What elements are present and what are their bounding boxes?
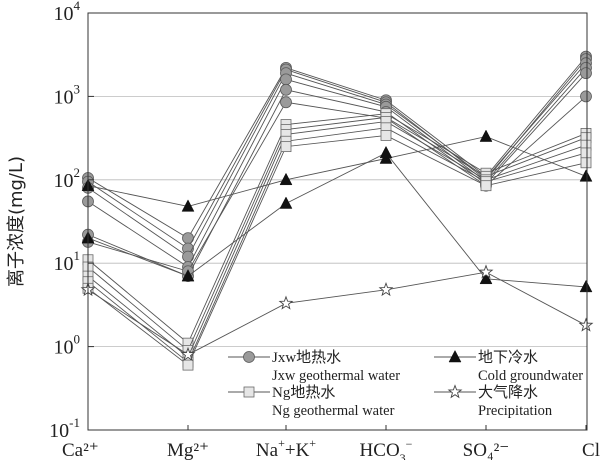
data-point-circle <box>280 73 292 86</box>
legend-label-cn: 大气降水 <box>478 384 538 401</box>
series-cold <box>81 145 593 293</box>
series-line <box>87 72 587 277</box>
data-point-star <box>378 281 394 297</box>
data-point-triangle <box>479 271 493 285</box>
data-point-circle <box>280 96 292 109</box>
data-point-square <box>243 386 255 398</box>
x-tick-label: Mg²⁺ <box>167 440 209 460</box>
series-precip <box>80 264 594 361</box>
data-point-square <box>580 147 592 159</box>
data-point-triangle <box>279 172 293 186</box>
legend-item-precip: 大气降水 Precipitation <box>434 384 553 419</box>
legend-label-en: Ng geothermal water <box>272 403 395 419</box>
series-cold <box>81 129 593 212</box>
x-tick-label: SO₄²⁻ <box>463 440 510 460</box>
x-tick-label: Ca²⁺ <box>62 440 99 460</box>
plot-frame <box>87 12 588 431</box>
series-line <box>87 152 587 288</box>
data-point-star <box>447 384 463 399</box>
legend-label-en: Cold groundwater <box>478 368 583 384</box>
data-point-circle <box>580 67 592 80</box>
data-point-star <box>478 264 494 279</box>
y-tick-label: 103 <box>54 81 81 108</box>
y-tick-label: 102 <box>54 165 81 192</box>
y-tick-label: 100 <box>54 332 81 359</box>
data-point-triangle <box>379 145 393 159</box>
legend-item-cold: 地下冷水 Cold groundwater <box>434 349 583 384</box>
series-jxw <box>82 67 592 283</box>
data-point-triangle <box>181 199 195 212</box>
legend-label-cn: Jxw地热水 <box>272 349 341 366</box>
legend-item-ng: Ng地热水 Ng geothermal water <box>228 384 395 419</box>
legend-label-cn: Ng地热水 <box>272 384 335 401</box>
series-line <box>87 116 587 352</box>
series-jxw <box>82 53 592 255</box>
data-point-square <box>480 180 492 192</box>
series-layer <box>80 50 594 371</box>
data-point-star <box>180 346 196 361</box>
legend-label-en: Jxw geothermal water <box>272 368 400 384</box>
data-point-circle <box>580 90 592 103</box>
y-tick-label: 10-1 <box>49 415 80 442</box>
series-line <box>87 96 587 272</box>
series-line <box>87 67 587 268</box>
axes: 10-1 100 101 102 103 104 Ca²⁺ Mg²⁺ Na++K+ HCO3− SO… <box>49 0 600 460</box>
x-tick-label: Cl <box>582 440 600 460</box>
series-ng <box>82 116 592 363</box>
series-line <box>87 135 587 366</box>
series-line <box>87 113 587 344</box>
data-point-star <box>578 317 594 332</box>
grid-lines <box>88 96 587 348</box>
data-point-square <box>182 359 194 371</box>
data-point-triangle <box>579 279 593 293</box>
data-point-triangle <box>448 349 462 363</box>
data-point-triangle <box>479 129 493 142</box>
legend-label-cn: 地下冷水 <box>478 349 538 366</box>
legend-item-jxw: Jxw地热水 Jxw geothermal water <box>228 349 400 384</box>
x-tick-label: HCO3− <box>360 437 413 460</box>
series-line <box>87 127 587 363</box>
series-line <box>87 58 587 250</box>
data-point-square <box>580 157 592 169</box>
y-tick-label: 101 <box>54 248 81 275</box>
legend-label-en: Precipitation <box>478 403 553 419</box>
data-point-triangle <box>579 169 593 182</box>
y-axis-label: 离子浓度(mg/L) <box>6 156 27 287</box>
series-jxw <box>82 50 592 244</box>
x-tick-label: Na++K+ <box>256 436 316 460</box>
data-point-square <box>380 130 392 141</box>
series-jxw <box>82 61 592 273</box>
series-line <box>87 271 587 356</box>
data-point-triangle <box>181 269 195 282</box>
data-point-circle <box>243 351 255 363</box>
legend: Jxw地热水 Jxw geothermal water 地下冷水 Cold groun… <box>228 349 583 419</box>
data-point-circle <box>280 83 292 96</box>
data-point-square <box>280 141 292 153</box>
data-point-triangle <box>279 196 293 209</box>
series-line <box>87 62 587 258</box>
y-tick-label: 104 <box>54 0 81 25</box>
data-point-star <box>278 295 294 310</box>
series-line <box>87 136 587 207</box>
series-line <box>87 56 587 239</box>
